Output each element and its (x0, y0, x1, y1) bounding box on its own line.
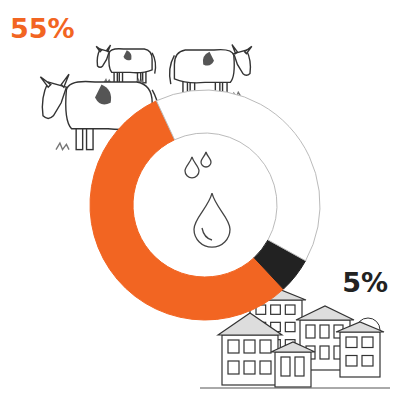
cow-ear (107, 45, 111, 52)
cow-spot (124, 50, 132, 60)
house-window (295, 357, 304, 376)
house-window (285, 322, 295, 331)
cow (170, 45, 252, 97)
cow-body (109, 49, 152, 73)
cow-ear (40, 77, 50, 87)
house-window (320, 325, 329, 338)
house-window (228, 340, 239, 353)
cow-tail (152, 53, 155, 74)
cow-head (42, 82, 66, 118)
house (271, 342, 315, 387)
donut (90, 90, 320, 320)
data-label: 55% (10, 13, 75, 44)
cow (96, 45, 155, 83)
house-wall (340, 332, 380, 377)
house-roof (296, 306, 354, 320)
data-label: 5% (342, 267, 388, 298)
house-window (346, 337, 357, 348)
drop (201, 152, 211, 167)
drop-shine (202, 228, 212, 240)
house-window (346, 356, 357, 367)
house-window (244, 361, 255, 374)
cow-spot (95, 85, 111, 105)
donut-slice (156, 90, 320, 261)
house-roof (271, 342, 315, 352)
ground (200, 388, 390, 389)
house-wall (222, 335, 278, 385)
house-window (362, 337, 373, 348)
house-window (260, 361, 271, 374)
water-drops (185, 152, 230, 247)
house (218, 313, 282, 385)
cow-ear (245, 46, 252, 53)
house-window (320, 346, 329, 359)
house-window (228, 361, 239, 374)
house-window (285, 305, 295, 314)
drop (194, 193, 230, 247)
drop (185, 157, 199, 178)
house-roof (336, 322, 384, 332)
house-window (306, 325, 315, 338)
cow-body (174, 50, 234, 83)
cow-ear (232, 45, 237, 54)
cow-ear (61, 74, 69, 87)
cow-spot (203, 52, 214, 66)
house-window (281, 357, 290, 376)
house-wall (275, 352, 311, 387)
house (336, 322, 384, 377)
illustrations (40, 45, 390, 388)
cow-ear (96, 46, 101, 51)
cow-tail (170, 55, 175, 84)
house-window (362, 356, 373, 367)
house-window (244, 340, 255, 353)
house-window (271, 305, 281, 314)
chart: 55% 5% (0, 0, 400, 400)
house-window (260, 340, 271, 353)
